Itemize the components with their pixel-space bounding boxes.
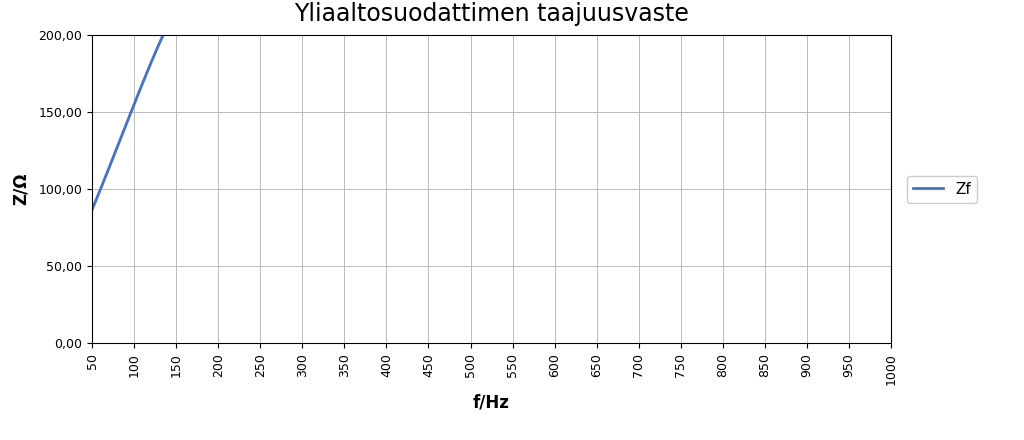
X-axis label: f/Hz: f/Hz [473,393,510,411]
Y-axis label: Z/Ω: Z/Ω [12,173,31,205]
Title: Yliaaltosuodattimen taajuusvaste: Yliaaltosuodattimen taajuusvaste [294,2,689,26]
Zf [86,207,98,212]
Line: Zf: Zf [92,0,891,209]
Legend: Zf: Zf [906,176,977,203]
